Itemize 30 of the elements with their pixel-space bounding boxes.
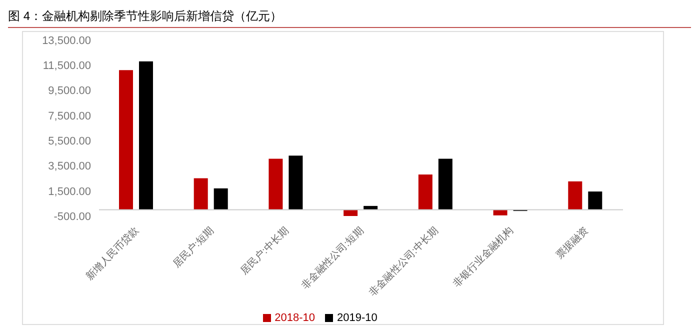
chart-title: 图 4：金融机构剔除季节性影响后新增信贷（亿元） [8,8,691,28]
bar [344,210,358,216]
y-tick-label: 13,500.00 [42,34,91,47]
x-tick-label: 票据融资 [554,224,591,262]
x-tick-label: 居民户:中长期 [238,224,292,278]
bar [438,158,452,210]
bar [268,158,283,210]
y-tick-label: 7,500.00 [48,110,91,122]
y-tick-label: 9,500.00 [48,85,91,98]
x-tick-label: 居民户:短期 [170,224,216,270]
legend-label: 2019-10 [337,312,378,324]
y-tick-label: 11,500.00 [42,60,91,72]
bar [288,156,303,210]
bar [418,174,432,210]
y-tick-label: -500.00 [54,210,91,223]
x-tick-label: 新增人民币贷款 [83,224,142,282]
x-tick-label: 非金融性公司:短期 [298,224,366,292]
bar [588,191,602,210]
bar [194,178,208,210]
y-tick-label: 5,500.00 [48,135,91,148]
bar [568,181,582,210]
y-tick-label: 1,500.00 [48,186,91,198]
y-tick-label: 3,500.00 [48,160,91,173]
x-tick-label: 非金融性公司:中长期 [366,224,441,299]
bar [214,188,228,210]
legend-label: 2018-10 [274,312,315,324]
bar [119,70,133,210]
bar [493,210,508,216]
bar [139,61,153,210]
x-tick-label: 非银行业金融机构 [450,224,516,290]
